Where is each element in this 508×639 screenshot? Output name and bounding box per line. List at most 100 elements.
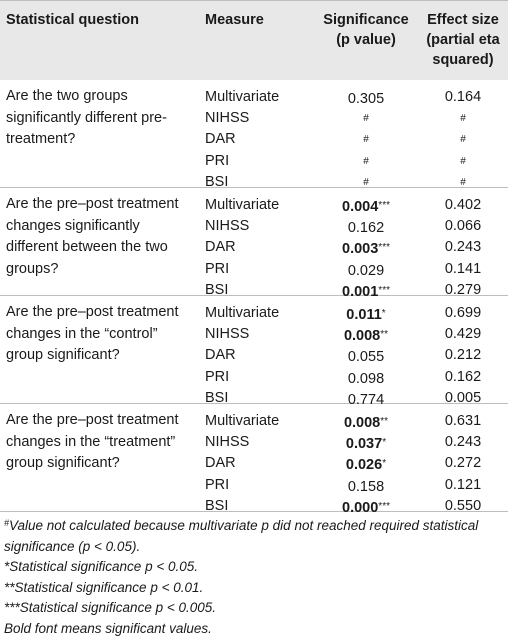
measure-cell: PRI	[205, 151, 229, 172]
effect-size-cell: 0.243	[420, 432, 506, 453]
measure-cell: NIHSS	[205, 216, 249, 237]
significance-mark: ***	[378, 242, 390, 253]
p-value: 0.008	[344, 328, 380, 344]
header-significance-line1: Significance	[308, 10, 424, 30]
significance-cell: 0.008**	[308, 411, 424, 434]
header-significance: Significance (p value)	[308, 10, 424, 50]
effect-size-cell: #	[420, 151, 506, 172]
effect-size-cell: 0.272	[420, 453, 506, 474]
table-group: Are the pre–post treatment changes in th…	[0, 404, 508, 512]
p-value: 0.055	[348, 349, 384, 365]
measure-cell: NIHSS	[205, 432, 249, 453]
p-value: 0.037	[346, 436, 382, 452]
p-value: 0.098	[348, 371, 384, 387]
significance-cell: 0.055	[308, 345, 424, 368]
footnote-one-star: *Statistical significance p < 0.05.	[4, 557, 504, 578]
table-group: Are the pre–post treatment changes in th…	[0, 296, 508, 404]
significance-cell: 0.098	[308, 367, 424, 390]
p-value: 0.026	[346, 457, 382, 473]
table-group: Are the pre–post treatment changes signi…	[0, 188, 508, 296]
significance-cell: 0.011*	[308, 303, 424, 326]
table-footnotes: #Value not calculated because multivaria…	[4, 513, 504, 639]
significance-mark: #	[363, 134, 369, 145]
header-question: Statistical question	[6, 10, 139, 30]
significance-cell: 0.029	[308, 259, 424, 282]
measure-cell: Multivariate	[205, 195, 279, 216]
significance-mark: ***	[378, 200, 390, 211]
header-measure: Measure	[205, 10, 264, 30]
significance-mark: ***	[378, 501, 390, 512]
header-effect-line3: squared)	[418, 50, 508, 70]
table-row: DAR 0.055 0.212	[0, 345, 508, 366]
significance-cell: 0.158	[308, 475, 424, 498]
effect-size-cell: 0.121	[420, 475, 506, 496]
measure-cell: Multivariate	[205, 87, 279, 108]
measure-cell: PRI	[205, 259, 229, 280]
effect-size-cell: 0.066	[420, 216, 506, 237]
measure-cell: PRI	[205, 475, 229, 496]
p-value: 0.004	[342, 199, 378, 215]
footnote-two-star: **Statistical significance p < 0.01.	[4, 578, 504, 599]
significance-mark: ***	[378, 285, 390, 296]
measure-cell: DAR	[205, 345, 236, 366]
table-header: Statistical question Measure Significanc…	[0, 0, 508, 80]
table-row: PRI # #	[0, 151, 508, 172]
footnote-hash-text: Value not calculated because multivariat…	[4, 518, 478, 554]
significance-cell: 0.003***	[308, 237, 424, 260]
significance-mark: **	[380, 416, 388, 427]
header-effect-line1: Effect size	[418, 10, 508, 30]
effect-size-cell: 0.699	[420, 303, 506, 324]
effect-size-cell: 0.429	[420, 324, 506, 345]
footnote-three-star: ***Statistical significance p < 0.005.	[4, 598, 504, 619]
effect-size-cell: 0.631	[420, 411, 506, 432]
effect-size-cell: 0.141	[420, 259, 506, 280]
significance-cell: 0.162	[308, 216, 424, 239]
p-value: 0.029	[348, 263, 384, 279]
table-row: NIHSS##	[0, 108, 508, 129]
measure-cell: NIHSS	[205, 108, 249, 129]
significance-cell: 0.305	[308, 87, 424, 110]
significance-mark: #	[363, 177, 369, 188]
effect-size-cell: 0.243	[420, 237, 506, 258]
effect-size-cell: #	[420, 129, 506, 150]
significance-cell: #	[308, 151, 424, 174]
measure-cell: Multivariate	[205, 411, 279, 432]
effect-size-cell: 0.212	[420, 345, 506, 366]
p-value: 0.003	[342, 241, 378, 257]
significance-mark: #	[363, 156, 369, 167]
table-group: Are the two groups significantly differe…	[0, 80, 508, 188]
footnote-hash: #Value not calculated because multivaria…	[4, 513, 504, 557]
effect-size-cell: 0.162	[420, 367, 506, 388]
significance-mark: #	[363, 113, 369, 124]
footnote-bold: Bold font means significant values.	[4, 619, 504, 639]
measure-cell: DAR	[205, 129, 236, 150]
header-significance-line2: (p value)	[308, 30, 424, 50]
significance-cell: 0.037*	[308, 432, 424, 455]
header-effect-line2: (partial eta	[418, 30, 508, 50]
measure-cell: DAR	[205, 237, 236, 258]
table-row: PRI 0.029 0.141	[0, 259, 508, 280]
significance-mark: *	[382, 308, 386, 319]
significance-cell: 0.026*	[308, 453, 424, 476]
results-table-figure: Statistical question Measure Significanc…	[0, 0, 508, 623]
p-value: 0.305	[348, 91, 384, 107]
p-value: 0.011	[346, 307, 382, 323]
significance-cell: #	[308, 129, 424, 152]
table-row: DAR # #	[0, 129, 508, 150]
effect-size-cell: 0.402	[420, 195, 506, 216]
significance-mark: *	[382, 437, 386, 448]
significance-cell: #	[308, 108, 424, 131]
significance-cell: 0.008**	[308, 324, 424, 347]
significance-cell: 0.004***	[308, 195, 424, 218]
p-value: 0.008	[344, 415, 380, 431]
